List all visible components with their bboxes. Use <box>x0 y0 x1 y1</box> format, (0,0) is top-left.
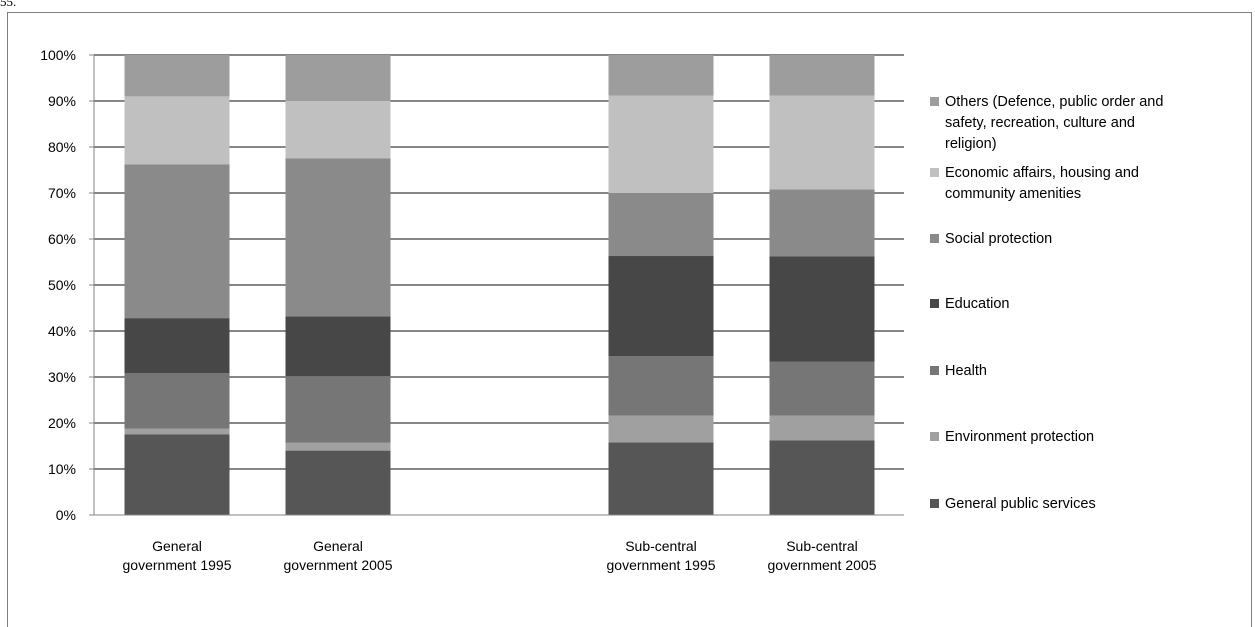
bar-segment <box>124 428 230 435</box>
legend-swatch <box>930 97 939 106</box>
x-category-label: General <box>313 538 363 554</box>
y-tick-label: 40% <box>48 323 76 339</box>
bar-segment <box>124 434 230 515</box>
bar-segment <box>285 101 391 159</box>
chart-frame <box>7 12 1252 627</box>
legend-label: safety, recreation, culture and <box>945 115 1135 131</box>
x-category-label: government 1995 <box>123 557 232 573</box>
legend-swatch <box>930 234 939 243</box>
legend-label: Economic affairs, housing and <box>945 165 1139 181</box>
legend-label: community amenities <box>945 186 1081 202</box>
legend-label: religion) <box>945 136 997 152</box>
legend-label: Environment protection <box>945 429 1094 445</box>
bar-segment <box>769 55 875 96</box>
legend-swatch <box>930 499 939 508</box>
axes <box>89 54 904 516</box>
legend-label: Education <box>945 296 1010 312</box>
bar-segment <box>285 442 391 451</box>
bar-segment <box>124 55 230 97</box>
x-category-label: General <box>152 538 202 554</box>
y-tick-label: 30% <box>48 369 76 385</box>
x-category-label: government 2005 <box>768 557 877 573</box>
bar-segment <box>285 316 391 377</box>
bar-segment <box>608 193 714 257</box>
x-category-labels: General government 1995 General government … <box>123 538 877 573</box>
bar-segment <box>608 55 714 96</box>
y-tick-label: 0% <box>56 507 76 523</box>
y-tick-label: 70% <box>48 185 76 201</box>
legend-label: Health <box>945 363 987 379</box>
bars <box>124 55 875 515</box>
bar-segment <box>608 256 714 357</box>
bar-segment <box>608 442 714 515</box>
bar-segment <box>608 95 714 193</box>
bar-segment <box>769 189 875 257</box>
bar-segment <box>124 164 230 319</box>
x-category-label: government 1995 <box>607 557 716 573</box>
bar-segment <box>285 55 391 101</box>
bar-segment <box>769 256 875 362</box>
y-tick-label: 90% <box>48 93 76 109</box>
bar-segment <box>769 415 875 441</box>
bar-segment <box>769 95 875 190</box>
y-tick-label: 80% <box>48 139 76 155</box>
legend-label: General public services <box>945 496 1096 512</box>
y-tick-label: 50% <box>48 277 76 293</box>
page-fragment-text: 55. <box>0 0 17 9</box>
legend-swatch <box>930 366 939 375</box>
x-category-label: government 2005 <box>284 557 393 573</box>
legend-label: Others (Defence, public order and <box>945 94 1163 110</box>
bar-segment <box>769 440 875 515</box>
y-tick-label: 10% <box>48 461 76 477</box>
x-category-label: Sub-central <box>625 538 697 554</box>
y-tick-label: 20% <box>48 415 76 431</box>
bar-segment <box>608 415 714 443</box>
legend-swatch <box>930 168 939 177</box>
y-tick-labels: 0% 10% 20% 30% 40% 50% 60% 70% 80% 90% 100% <box>40 47 76 523</box>
bar-segment <box>124 318 230 374</box>
bar-segment <box>769 361 875 416</box>
y-tick-label: 100% <box>40 47 76 63</box>
bar-segment <box>285 158 391 317</box>
legend-label: Social protection <box>945 231 1052 247</box>
legend-swatch <box>930 432 939 441</box>
bar-segment <box>608 356 714 416</box>
bar-segment <box>124 96 230 165</box>
legend: Others (Defence, public order and safety,… <box>930 94 1163 512</box>
bar-segment <box>285 450 391 515</box>
bar-segment <box>124 373 230 429</box>
bar-segment <box>285 376 391 443</box>
legend-swatch <box>930 299 939 308</box>
x-category-label: Sub-central <box>786 538 858 554</box>
y-tick-label: 60% <box>48 231 76 247</box>
